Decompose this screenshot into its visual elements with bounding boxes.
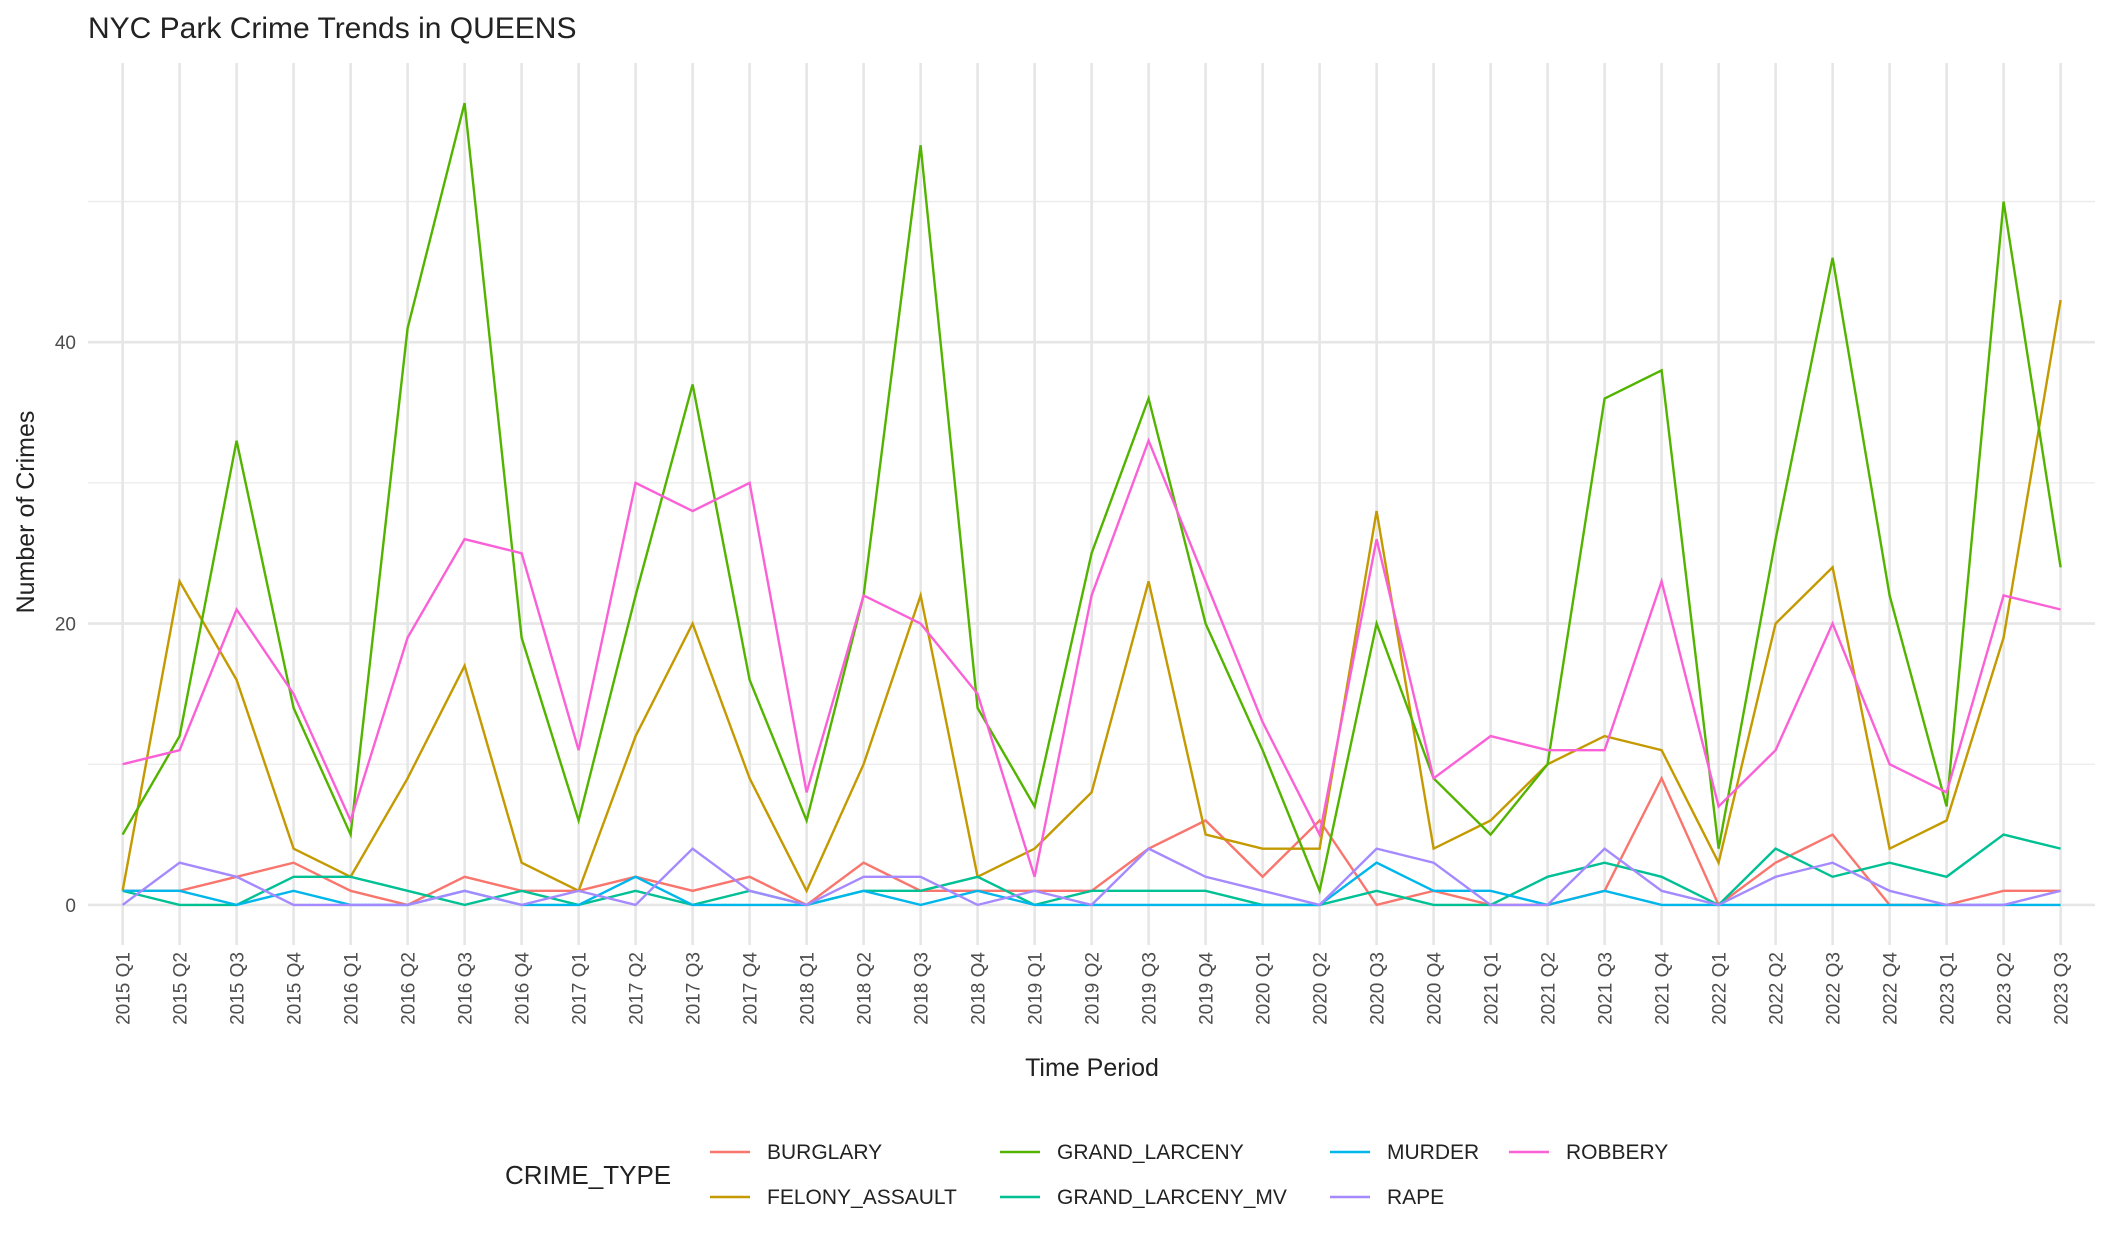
x-tick-label: 2019 Q3: [1140, 952, 1161, 1025]
x-tick-label: 2020 Q3: [1368, 952, 1389, 1025]
y-tick-label: 20: [55, 615, 76, 636]
legend-label: GRAND_LARCENY: [1057, 1141, 1244, 1164]
legend-label: BURGLARY: [767, 1141, 882, 1164]
x-tick-label: 2017 Q2: [627, 952, 648, 1025]
x-tick-label: 2017 Q3: [684, 952, 705, 1025]
x-tick-label: 2015 Q1: [114, 952, 135, 1025]
x-axis-title: Time Period: [1025, 1054, 1159, 1082]
x-tick-label: 2016 Q4: [513, 952, 534, 1025]
legend-label: MURDER: [1387, 1141, 1479, 1164]
chart-title: NYC Park Crime Trends in QUEENS: [88, 12, 576, 45]
x-tick-label: 2021 Q3: [1596, 952, 1617, 1025]
y-axis-title: Number of Crimes: [12, 411, 40, 614]
x-tick-label: 2015 Q2: [171, 952, 192, 1025]
legend-title: CRIME_TYPE: [505, 1160, 671, 1190]
x-tick-label: 2020 Q1: [1254, 952, 1275, 1025]
x-tick-label: 2017 Q1: [570, 952, 591, 1025]
y-tick-label: 40: [55, 333, 76, 354]
x-tick-label: 2019 Q4: [1197, 952, 1218, 1025]
x-tick-label: 2022 Q2: [1767, 952, 1788, 1025]
x-tick-label: 2022 Q4: [1881, 952, 1902, 1025]
x-tick-label: 2019 Q2: [1083, 952, 1104, 1025]
x-tick-label: 2021 Q4: [1653, 952, 1674, 1025]
x-tick-label: 2015 Q3: [228, 952, 249, 1025]
legend-label: ROBBERY: [1566, 1141, 1668, 1164]
x-tick-label: 2017 Q4: [741, 952, 762, 1025]
x-tick-label: 2023 Q1: [1938, 952, 1959, 1025]
series-line: [121, 102, 2062, 895]
x-tick-label: 2016 Q2: [399, 952, 420, 1025]
x-tick-label: 2018 Q4: [969, 952, 990, 1025]
x-tick-label: 2016 Q3: [456, 952, 477, 1025]
x-tick-label: 2016 Q1: [342, 952, 363, 1025]
series-line: [122, 437, 2061, 878]
x-tick-label: 2019 Q1: [1026, 952, 1047, 1025]
x-tick-label: 2023 Q3: [2052, 952, 2073, 1025]
x-tick-label: 2020 Q2: [1311, 952, 1332, 1025]
x-tick-label: 2018 Q2: [855, 952, 876, 1025]
x-tick-label: 2015 Q4: [285, 952, 306, 1025]
series-line: [122, 833, 2061, 907]
x-tick-label: 2018 Q1: [798, 952, 819, 1025]
legend-label: FELONY_ASSAULT: [767, 1186, 957, 1209]
x-tick-label: 2022 Q1: [1710, 952, 1731, 1025]
y-tick-label: 0: [65, 896, 76, 917]
x-tick-label: 2023 Q2: [1995, 952, 2016, 1025]
legend-label: RAPE: [1387, 1186, 1444, 1209]
x-tick-label: 2018 Q3: [912, 952, 933, 1025]
series-line: [121, 847, 2061, 907]
series-line: [121, 299, 2062, 894]
x-tick-label: 2022 Q3: [1824, 952, 1845, 1025]
x-tick-label: 2021 Q2: [1539, 952, 1560, 1025]
x-tick-label: 2021 Q1: [1482, 952, 1503, 1025]
x-tick-label: 2020 Q4: [1425, 952, 1446, 1025]
legend-label: GRAND_LARCENY_MV: [1057, 1186, 1287, 1209]
